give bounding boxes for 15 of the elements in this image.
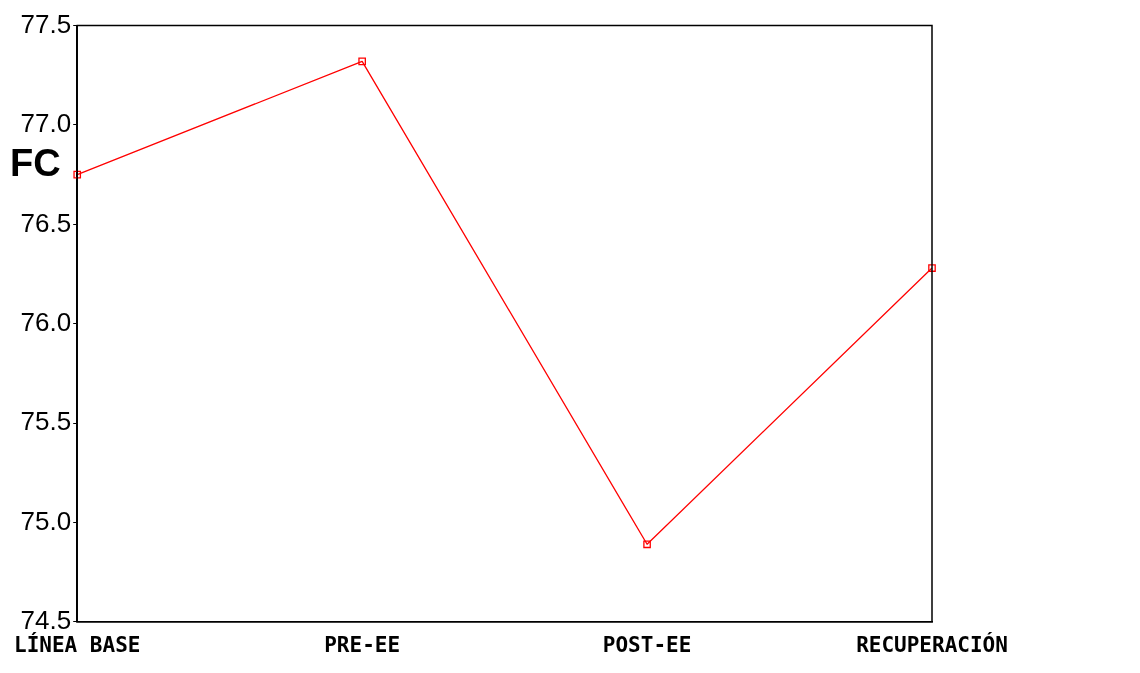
point: [643, 540, 651, 549]
y-tick-label: 75.5: [20, 406, 72, 437]
y-tick-label: 77.0: [20, 108, 72, 139]
y-tick-label: 75.0: [20, 505, 72, 536]
y-tick-label: 76.5: [20, 207, 72, 238]
point: [73, 170, 82, 179]
x-tick-label: LÍNEA BASE: [14, 631, 141, 657]
x-tick-label: POST-EE: [602, 632, 692, 657]
x-tick-label: RECUPERACIÓN: [856, 631, 1008, 657]
point: [928, 264, 936, 272]
y-tick-label: 77.5: [20, 8, 72, 39]
y-axis-title: FC: [10, 142, 61, 184]
x-tick-label: PRE-EE: [324, 632, 401, 657]
y-tick-label: 76.0: [20, 306, 72, 337]
point: [358, 57, 366, 66]
